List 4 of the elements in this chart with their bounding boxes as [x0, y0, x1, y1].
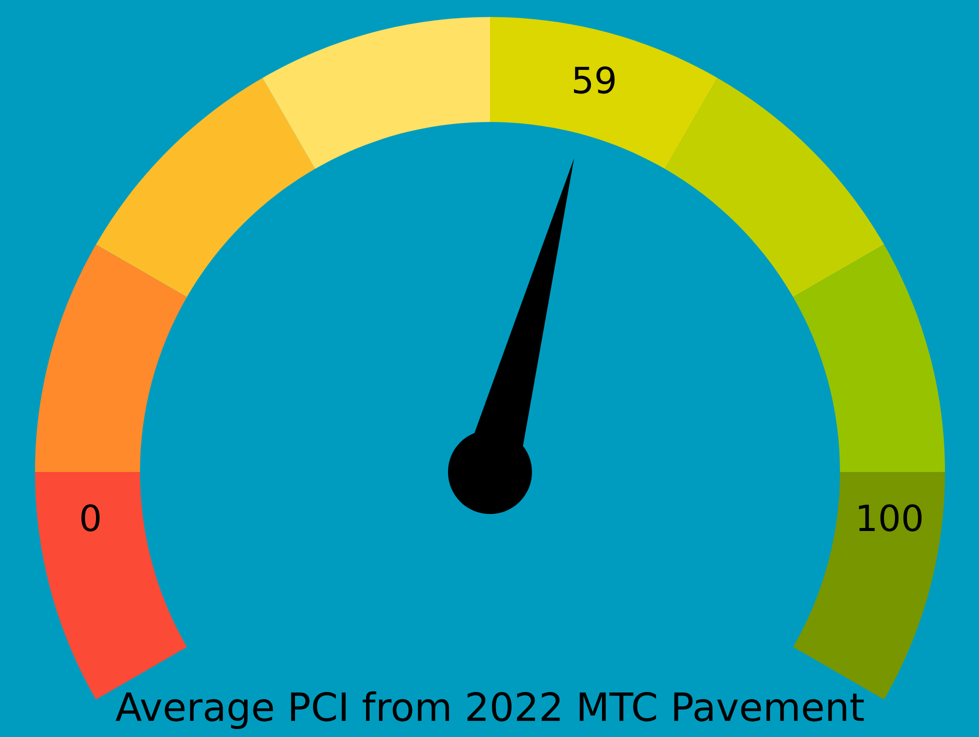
slice-label: 59 [574, 66, 615, 94]
text: Average PCI from 2022 MTC Pavement [116, 691, 864, 729]
slice-label: 0 [81, 504, 100, 532]
slice-label: 100 [859, 504, 922, 532]
